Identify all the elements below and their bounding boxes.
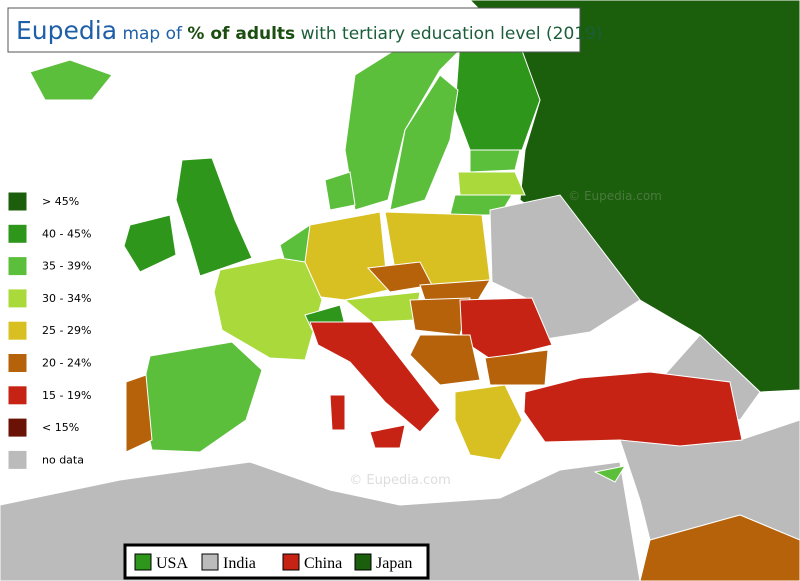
legend-label: no data — [42, 453, 84, 466]
legend-label: 20 - 24% — [42, 357, 91, 370]
legend-label: 30 - 34% — [42, 292, 91, 305]
belarus-ukraine — [489, 194, 641, 341]
title: Eupedia map of % of adults with tertiary… — [16, 16, 603, 45]
title-post: with tertiary education level (2019) — [301, 24, 603, 44]
legend-label: 15 - 19% — [42, 389, 91, 402]
title-pre: map of — [122, 24, 183, 44]
arabia — [639, 514, 800, 581]
portugal — [125, 374, 153, 453]
comparison-label: USA — [156, 555, 188, 572]
comparison-legend: USA India China Japan — [134, 553, 412, 572]
bulgaria — [484, 349, 549, 386]
title-box — [7, 7, 581, 53]
germany — [304, 211, 389, 301]
legend-label: 40 - 45% — [42, 227, 91, 240]
comparison-legend-box — [123, 543, 430, 580]
brand: Eupedia — [16, 16, 117, 45]
sardinia — [329, 394, 346, 431]
legend-swatch — [7, 288, 28, 309]
legend-swatch — [7, 449, 28, 470]
legend-label: < 15% — [42, 421, 79, 434]
legend-swatch — [7, 191, 28, 212]
legend-label: > 45% — [42, 195, 79, 208]
turkey — [523, 371, 743, 447]
legend-swatch — [7, 385, 28, 406]
legend: > 45% 40 - 45% 35 - 39% 30 - 34% 25 - 29% 20 … — [7, 191, 91, 470]
comparison-label: Japan — [376, 555, 412, 572]
comparison-swatch — [282, 553, 300, 571]
title-bold: % of adults — [187, 24, 295, 44]
comparison-swatch — [201, 553, 219, 571]
comparison-swatch — [354, 553, 372, 571]
romania — [459, 297, 553, 361]
sicily — [369, 424, 406, 449]
legend-swatch — [7, 223, 28, 244]
comparison-label: India — [223, 555, 256, 572]
cyprus — [593, 465, 627, 483]
denmark — [324, 171, 356, 211]
legend-label: 35 - 39% — [42, 260, 91, 273]
balkans — [409, 334, 481, 386]
estonia — [469, 149, 521, 173]
sweden — [389, 74, 459, 211]
latvia — [457, 171, 526, 196]
watermark: © Eupedia.com — [568, 189, 662, 203]
ireland — [123, 214, 177, 273]
legend-swatch — [7, 353, 28, 373]
legend-swatch — [7, 256, 28, 277]
uk — [175, 157, 253, 277]
comparison-label: China — [304, 555, 342, 572]
greece — [454, 384, 523, 461]
legend-swatch — [7, 417, 28, 438]
comparison-swatch — [134, 553, 152, 571]
iceland — [29, 59, 113, 101]
italy — [309, 321, 441, 433]
france — [213, 257, 323, 361]
legend-swatch — [7, 320, 28, 341]
legend-label: 25 - 29% — [42, 324, 91, 337]
watermark: © Eupedia.com — [349, 473, 451, 488]
